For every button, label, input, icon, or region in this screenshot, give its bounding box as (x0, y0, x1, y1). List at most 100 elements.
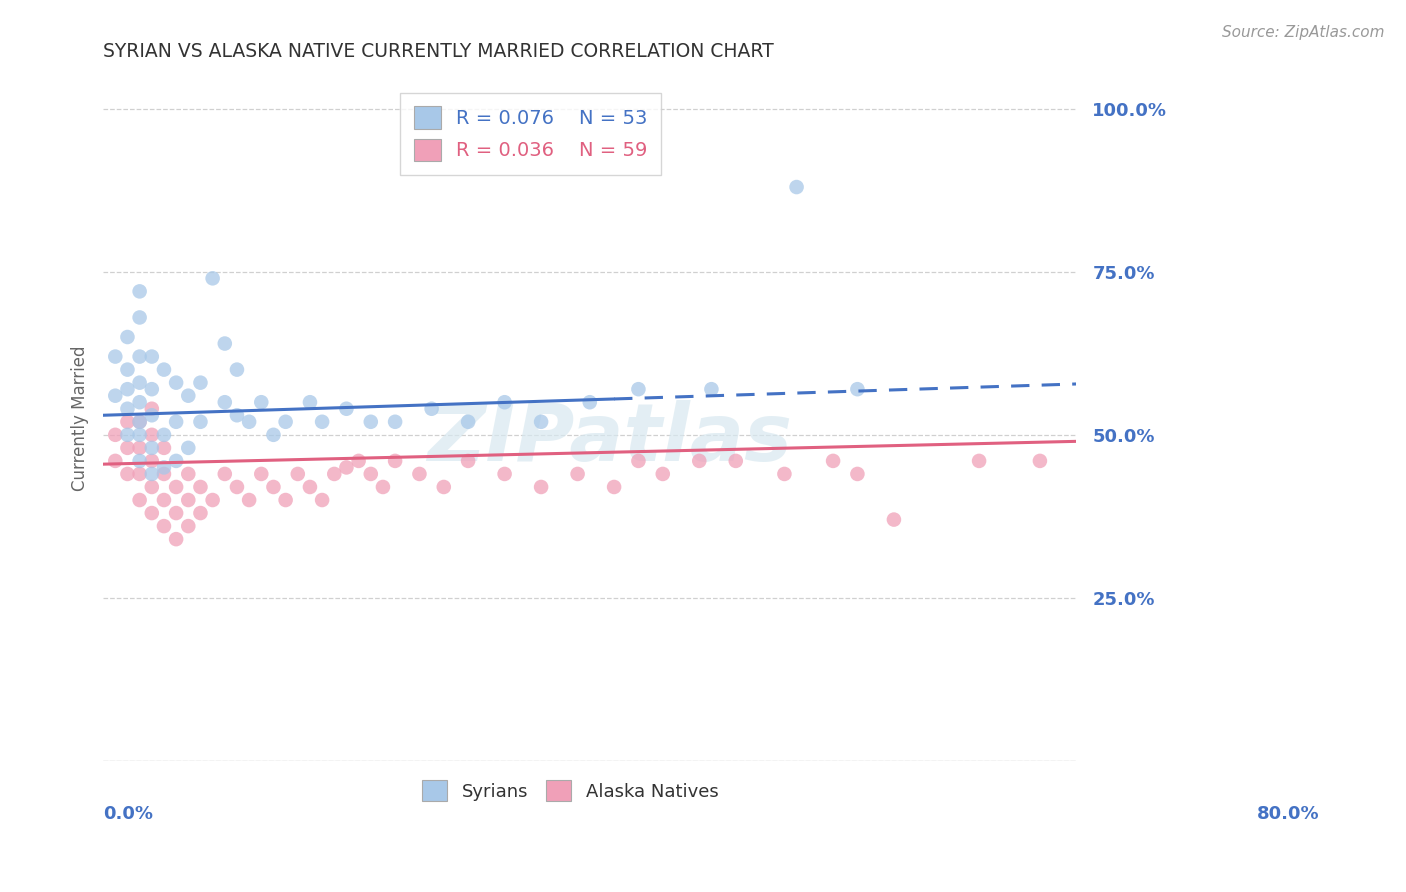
Point (335, 460, 357, 475)
Point (298, 395, 321, 409)
Text: Source: ZipAtlas.com: Source: ZipAtlas.com (1222, 25, 1385, 40)
Legend: Syrians, Alaska Natives: Syrians, Alaska Natives (413, 771, 728, 810)
Point (141, 382, 163, 396)
Point (274, 493, 297, 508)
Point (153, 519, 176, 533)
Point (846, 382, 869, 396)
Point (128, 415, 150, 429)
Point (141, 454, 163, 468)
Point (128, 493, 150, 508)
Point (153, 493, 176, 508)
Point (165, 454, 187, 468)
Text: ZIPatlas: ZIPatlas (427, 400, 792, 478)
Point (117, 467, 139, 481)
Point (177, 389, 200, 403)
Point (530, 415, 553, 429)
Point (153, 427, 176, 442)
Point (846, 467, 869, 481)
Point (250, 467, 273, 481)
Point (128, 350, 150, 364)
Point (214, 336, 236, 351)
Point (1029, 454, 1052, 468)
Point (128, 441, 150, 455)
Point (117, 330, 139, 344)
Point (177, 493, 200, 508)
Point (141, 441, 163, 455)
Point (214, 467, 236, 481)
Point (165, 376, 187, 390)
Point (128, 454, 150, 468)
Point (420, 401, 443, 416)
Point (287, 467, 309, 481)
Point (226, 362, 249, 376)
Point (141, 401, 163, 416)
Point (201, 493, 224, 508)
Point (408, 467, 430, 481)
Point (201, 271, 224, 285)
Point (360, 415, 382, 429)
Point (117, 427, 139, 442)
Point (128, 415, 150, 429)
Point (104, 454, 127, 468)
Point (323, 467, 346, 481)
Point (651, 467, 673, 481)
Point (177, 441, 200, 455)
Point (823, 454, 845, 468)
Point (786, 180, 808, 194)
Point (773, 467, 796, 481)
Point (384, 415, 406, 429)
Point (117, 415, 139, 429)
Point (494, 467, 516, 481)
Point (347, 454, 370, 468)
Point (190, 415, 212, 429)
Point (578, 395, 600, 409)
Point (371, 480, 394, 494)
Text: 0.0%: 0.0% (103, 805, 153, 823)
Point (311, 415, 333, 429)
Point (165, 480, 187, 494)
Point (250, 395, 273, 409)
Point (141, 480, 163, 494)
Point (724, 454, 747, 468)
Point (384, 454, 406, 468)
Point (226, 480, 249, 494)
Point (117, 382, 139, 396)
Point (165, 415, 187, 429)
Point (433, 480, 456, 494)
Point (226, 409, 249, 423)
Point (141, 350, 163, 364)
Point (298, 480, 321, 494)
Point (117, 441, 139, 455)
Point (104, 350, 127, 364)
Point (153, 441, 176, 455)
Point (238, 415, 260, 429)
Point (153, 467, 176, 481)
Point (190, 480, 212, 494)
Point (128, 376, 150, 390)
Point (311, 493, 333, 508)
Y-axis label: Currently Married: Currently Married (72, 346, 89, 491)
Point (104, 427, 127, 442)
Point (190, 506, 212, 520)
Point (457, 415, 479, 429)
Point (128, 467, 150, 481)
Point (128, 285, 150, 299)
Point (117, 362, 139, 376)
Point (627, 454, 650, 468)
Point (104, 389, 127, 403)
Point (165, 506, 187, 520)
Point (262, 427, 284, 442)
Point (117, 401, 139, 416)
Point (153, 362, 176, 376)
Point (141, 409, 163, 423)
Point (262, 480, 284, 494)
Text: SYRIAN VS ALASKA NATIVE CURRENTLY MARRIED CORRELATION CHART: SYRIAN VS ALASKA NATIVE CURRENTLY MARRIE… (103, 42, 773, 61)
Point (141, 427, 163, 442)
Point (567, 467, 589, 481)
Point (494, 395, 516, 409)
Point (603, 480, 626, 494)
Point (214, 395, 236, 409)
Point (128, 310, 150, 325)
Point (165, 532, 187, 546)
Point (627, 382, 650, 396)
